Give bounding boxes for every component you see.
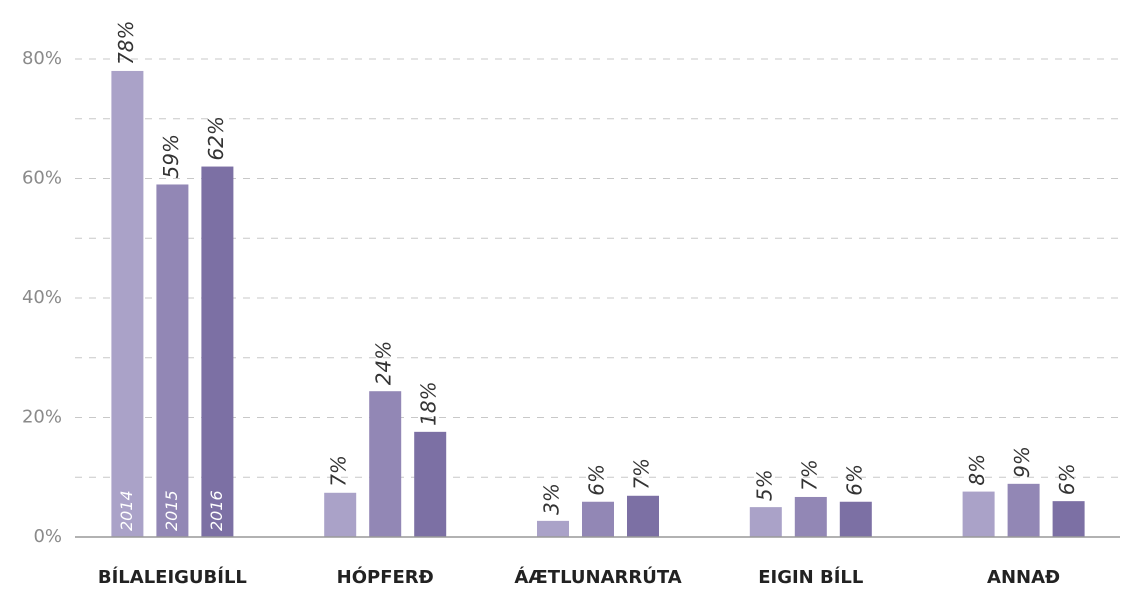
value-label: 9%: [1010, 446, 1034, 478]
value-label: 5%: [752, 469, 776, 501]
x-tick-label: BÍLALEIGUBÍLL: [98, 566, 247, 588]
series-label: 2016: [207, 490, 226, 531]
x-tick-label: EIGIN BÍLL: [758, 566, 863, 588]
y-tick-label: 60%: [22, 168, 62, 189]
value-label: 78%: [114, 20, 138, 64]
value-label: 6%: [585, 464, 609, 496]
bar: [582, 501, 614, 537]
bar: [414, 431, 447, 537]
bar: [794, 496, 827, 537]
value-label: 7%: [630, 458, 654, 490]
bar: [324, 492, 357, 537]
bar: [1052, 501, 1085, 537]
value-label: 7%: [797, 459, 821, 491]
value-label: 8%: [965, 454, 989, 486]
value-label: 59%: [159, 134, 183, 178]
bar: [111, 70, 144, 537]
bar: [962, 491, 995, 537]
value-label: 3%: [540, 483, 564, 515]
bar: [156, 184, 189, 537]
x-tick-label: ÁÆTLUNARRÚTA: [514, 566, 681, 588]
bar: [201, 166, 234, 538]
bar: [627, 495, 659, 537]
value-label: 6%: [842, 464, 866, 496]
series-label: 2015: [162, 490, 181, 531]
y-tick-label: 80%: [22, 48, 62, 69]
bar: [749, 507, 782, 537]
bar: [1007, 483, 1040, 537]
y-tick-label: 0%: [33, 526, 62, 547]
value-label: 62%: [204, 116, 228, 160]
y-tick-label: 20%: [22, 407, 62, 428]
bar: [369, 391, 402, 537]
bar: [537, 520, 569, 537]
value-label: 6%: [1055, 463, 1079, 495]
value-label: 24%: [372, 341, 396, 385]
bar: [839, 501, 872, 537]
x-tick-label: HÓPFERÐ: [337, 566, 434, 588]
series-label: 2014: [117, 490, 136, 531]
x-tick-label: ANNAÐ: [987, 567, 1060, 588]
value-label: 7%: [327, 455, 351, 487]
value-label: 18%: [417, 381, 441, 425]
y-tick-label: 40%: [22, 287, 62, 308]
